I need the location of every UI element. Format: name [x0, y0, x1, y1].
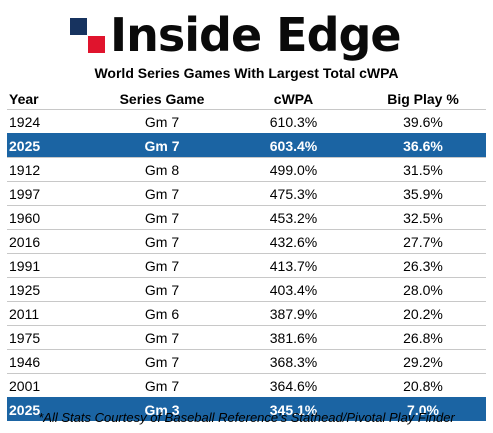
cell-cwpa: 403.4%: [227, 277, 360, 302]
column-header-big-play: Big Play %: [387, 90, 459, 107]
cell-series-game: Gm 6: [97, 301, 227, 326]
cell-cwpa: 381.6%: [227, 325, 360, 350]
world-series-cwpa-table: Year Series Game cWPA Big Play % 1924 Gm …: [7, 88, 486, 421]
cell-series-game: Gm 7: [97, 205, 227, 230]
footnote: *All Stats Courtesy of Baseball Referenc…: [38, 410, 455, 425]
cell-series-game: Gm 7: [97, 181, 227, 206]
table-row: 2011 Gm 6 387.9% 20.2%: [7, 301, 486, 326]
cell-big-play: 20.8%: [360, 373, 486, 398]
table-row: 1925 Gm 7 403.4% 28.0%: [7, 277, 486, 302]
cell-big-play: 26.8%: [360, 325, 486, 350]
cell-big-play: 35.9%: [360, 181, 486, 206]
table-row: 1997 Gm 7 475.3% 35.9%: [7, 181, 486, 206]
cell-year: 2025: [7, 397, 97, 421]
cell-year: 2016: [7, 229, 97, 254]
cell-series-game: Gm 7: [97, 253, 227, 278]
cell-big-play: 32.5%: [360, 205, 486, 230]
logo-wordmark: Inside Edge: [110, 8, 402, 62]
cell-year: 1925: [7, 277, 97, 302]
logo-navy-square: [70, 18, 87, 35]
logo-mark-icon: [70, 18, 106, 54]
cell-series-game: Gm 7: [97, 349, 227, 374]
cell-year: 1924: [7, 109, 97, 134]
table-row: 1975 Gm 7 381.6% 26.8%: [7, 325, 486, 350]
cell-series-game: Gm 7: [97, 109, 227, 134]
inside-edge-logo: Inside Edge: [70, 8, 402, 62]
cell-series-game: Gm 7: [97, 229, 227, 254]
cell-year: 1991: [7, 253, 97, 278]
cell-year: 1975: [7, 325, 97, 350]
cell-cwpa: 387.9%: [227, 301, 360, 326]
cell-big-play: 27.7%: [360, 229, 486, 254]
cell-year: 1960: [7, 205, 97, 230]
cell-cwpa: 499.0%: [227, 157, 360, 182]
column-header-series-game: Series Game: [119, 90, 205, 107]
table-row: 2016 Gm 7 432.6% 27.7%: [7, 229, 486, 254]
cell-series-game: Gm 7: [97, 133, 227, 158]
cell-series-game: Gm 3: [97, 397, 227, 421]
table-row: 1991 Gm 7 413.7% 26.3%: [7, 253, 486, 278]
cell-series-game: Gm 7: [97, 277, 227, 302]
cell-series-game: Gm 8: [97, 157, 227, 182]
cell-year: 2001: [7, 373, 97, 398]
column-header-year: Year: [9, 90, 39, 107]
table-row: 2001 Gm 7 364.6% 20.8%: [7, 373, 486, 398]
table-row: 1946 Gm 7 368.3% 29.2%: [7, 349, 486, 374]
cell-cwpa: 345.1%: [227, 397, 360, 421]
cell-big-play: 39.6%: [360, 109, 486, 134]
cell-big-play: 31.5%: [360, 157, 486, 182]
table-body: 1924 Gm 7 610.3% 39.6% 2025 Gm 7 603.4% 36.6% 19…: [7, 109, 486, 421]
cell-year: 1946: [7, 349, 97, 374]
cell-year: 1912: [7, 157, 97, 182]
cell-cwpa: 413.7%: [227, 253, 360, 278]
table-row: 1960 Gm 7 453.2% 32.5%: [7, 205, 486, 230]
cell-year: 2025: [7, 133, 97, 158]
cell-cwpa: 453.2%: [227, 205, 360, 230]
cell-cwpa: 603.4%: [227, 133, 360, 158]
cell-big-play: 26.3%: [360, 253, 486, 278]
table-row-highlighted: 2025 Gm 3 345.1% 7.0%: [7, 397, 486, 421]
cell-cwpa: 364.6%: [227, 373, 360, 398]
cell-cwpa: 432.6%: [227, 229, 360, 254]
cell-series-game: Gm 7: [97, 325, 227, 350]
cell-cwpa: 368.3%: [227, 349, 360, 374]
table-row-highlighted: 2025 Gm 7 603.4% 36.6%: [7, 133, 486, 158]
logo-red-square: [88, 36, 105, 53]
cell-big-play: 29.2%: [360, 349, 486, 374]
column-header-cwpa: cWPA: [273, 90, 314, 107]
cell-year: 1997: [7, 181, 97, 206]
table-row: 1924 Gm 7 610.3% 39.6%: [7, 109, 486, 134]
cell-year: 2011: [7, 301, 97, 326]
table-title: World Series Games With Largest Total cW…: [94, 65, 399, 81]
table-row: 1912 Gm 8 499.0% 31.5%: [7, 157, 486, 182]
header-row: Year Series Game cWPA Big Play %: [7, 88, 486, 110]
cell-series-game: Gm 7: [97, 373, 227, 398]
cell-big-play: 7.0%: [360, 397, 486, 421]
cell-big-play: 28.0%: [360, 277, 486, 302]
cell-cwpa: 475.3%: [227, 181, 360, 206]
cell-big-play: 36.6%: [360, 133, 486, 158]
cell-cwpa: 610.3%: [227, 109, 360, 134]
cell-big-play: 20.2%: [360, 301, 486, 326]
